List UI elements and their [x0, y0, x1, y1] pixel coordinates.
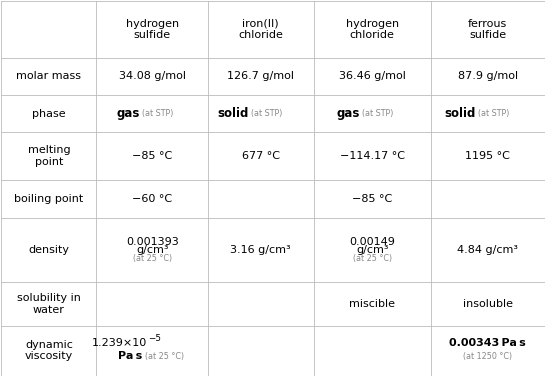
Text: 0.001393: 0.001393	[126, 237, 179, 247]
Text: 34.08 g/mol: 34.08 g/mol	[118, 71, 186, 81]
Text: 677 °C: 677 °C	[242, 151, 280, 161]
Text: iron(II)
chloride: iron(II) chloride	[239, 18, 283, 40]
Text: (at 25 °C): (at 25 °C)	[133, 254, 171, 262]
Text: (at 1250 °C): (at 1250 °C)	[463, 352, 512, 361]
Text: solid: solid	[444, 107, 476, 120]
Text: solubility in
water: solubility in water	[17, 293, 81, 315]
Text: 36.46 g/mol: 36.46 g/mol	[339, 71, 406, 81]
Text: −5: −5	[148, 334, 161, 343]
Text: 126.7 g/mol: 126.7 g/mol	[227, 71, 294, 81]
Text: (at STP): (at STP)	[478, 109, 509, 118]
Text: molar mass: molar mass	[16, 71, 81, 81]
Text: −85 °C: −85 °C	[132, 151, 172, 161]
Text: (at STP): (at STP)	[251, 109, 282, 118]
Text: 1.239×10: 1.239×10	[91, 338, 147, 348]
Text: −85 °C: −85 °C	[352, 194, 392, 204]
Text: 3.16 g/cm³: 3.16 g/cm³	[230, 245, 291, 255]
Text: 1195 °C: 1195 °C	[465, 151, 510, 161]
Text: ferrous
sulfide: ferrous sulfide	[468, 18, 507, 40]
Text: (at STP): (at STP)	[143, 109, 174, 118]
Text: −60 °C: −60 °C	[132, 194, 172, 204]
Text: gas: gas	[337, 107, 360, 120]
Text: hydrogen
chloride: hydrogen chloride	[346, 18, 399, 40]
Text: 0.00343 Pa s: 0.00343 Pa s	[449, 338, 526, 348]
Text: (at 25 °C): (at 25 °C)	[353, 254, 391, 262]
Text: phase: phase	[32, 109, 66, 119]
Text: hydrogen
sulfide: hydrogen sulfide	[126, 18, 179, 40]
Text: 0.00149: 0.00149	[349, 237, 395, 247]
Text: melting
point: melting point	[28, 146, 70, 167]
Text: insoluble: insoluble	[462, 299, 513, 309]
Text: miscible: miscible	[349, 299, 395, 309]
Text: solid: solid	[217, 107, 249, 120]
Text: boiling point: boiling point	[14, 194, 84, 204]
Text: 87.9 g/mol: 87.9 g/mol	[458, 71, 518, 81]
Text: g/cm³: g/cm³	[356, 245, 388, 255]
Text: gas: gas	[117, 107, 140, 120]
Text: −114.17 °C: −114.17 °C	[340, 151, 405, 161]
Text: 4.84 g/cm³: 4.84 g/cm³	[457, 245, 518, 255]
Text: (at 25 °C): (at 25 °C)	[145, 352, 183, 361]
Text: Pa s: Pa s	[118, 351, 143, 361]
Text: dynamic
viscosity: dynamic viscosity	[25, 340, 73, 362]
Text: (at STP): (at STP)	[363, 109, 394, 118]
Text: g/cm³: g/cm³	[136, 245, 168, 255]
Text: density: density	[28, 245, 69, 255]
